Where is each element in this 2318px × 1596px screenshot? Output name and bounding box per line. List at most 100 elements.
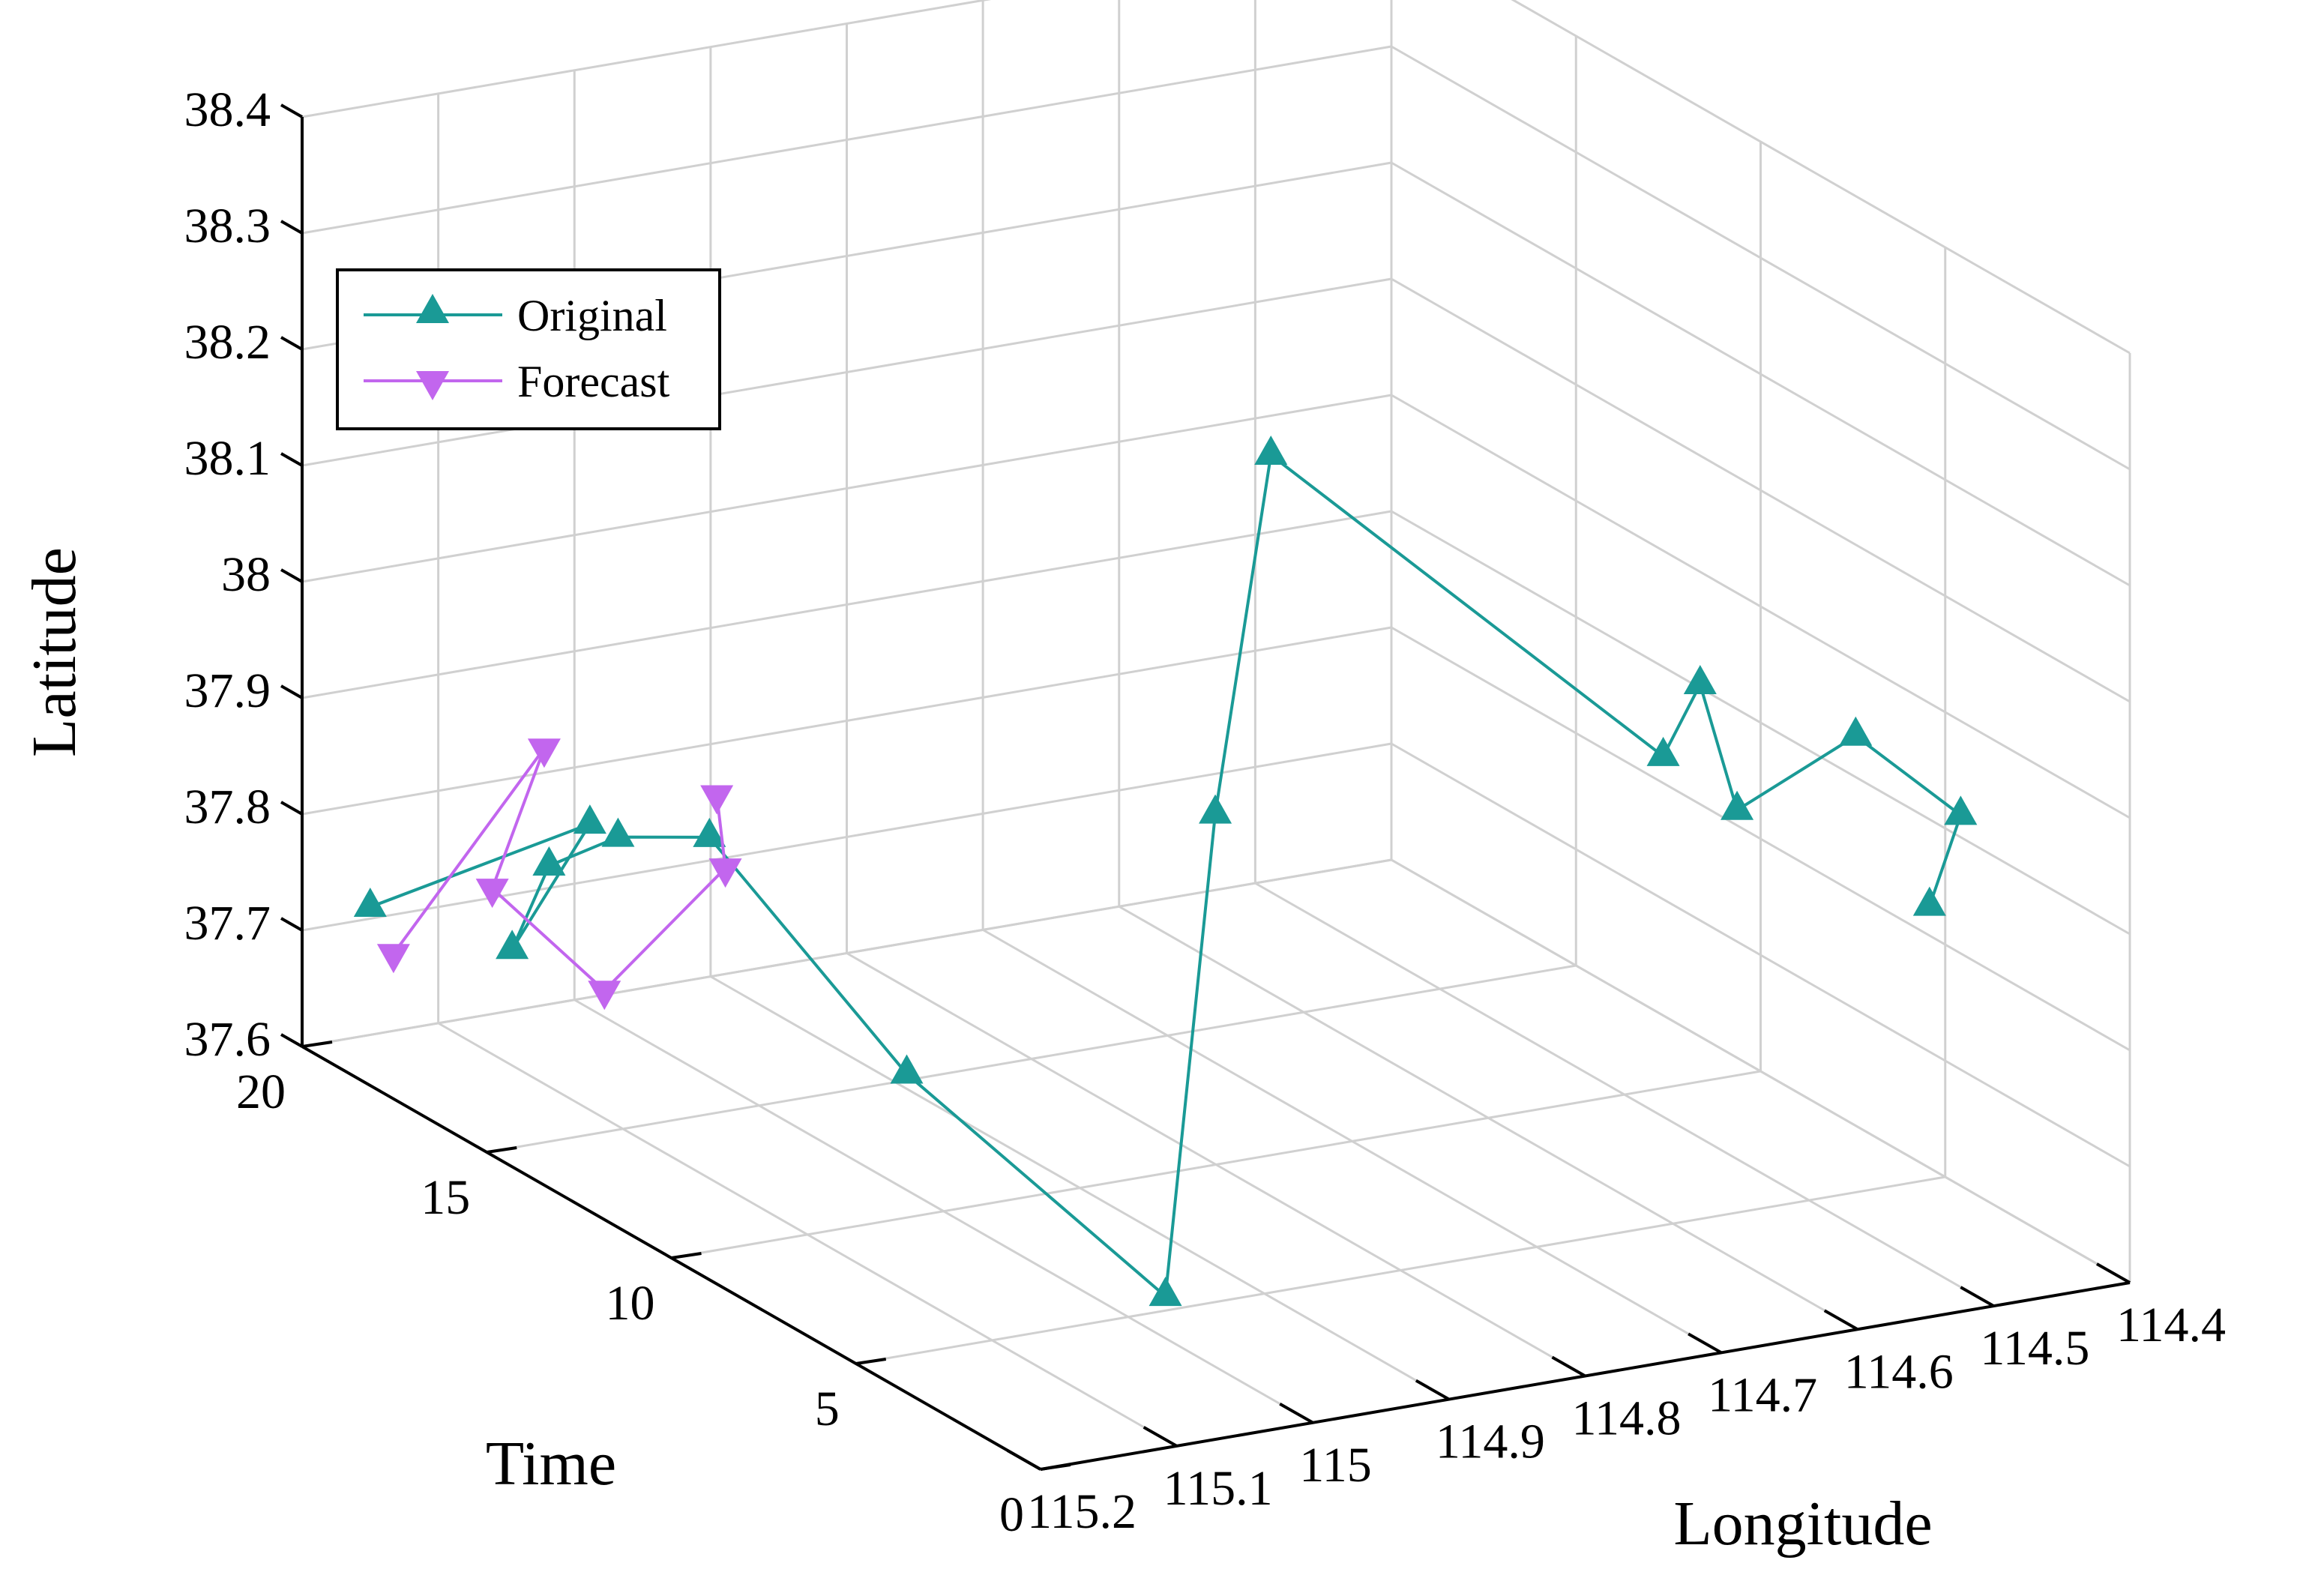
- grid-side-lat: [1391, 742, 2131, 1168]
- z-tick-label: 38: [221, 547, 271, 602]
- x-tick-label: 115.2: [1027, 1484, 1137, 1539]
- original-marker: [1149, 1277, 1182, 1307]
- x-tick-mark: [2096, 1262, 2131, 1284]
- y-tick-mark: [301, 1041, 333, 1048]
- y-tick-label: 15: [421, 1170, 470, 1225]
- grid-back-lat: [301, 626, 1392, 816]
- z-tick-label: 37.8: [184, 780, 271, 834]
- grid-back-lat: [301, 0, 992, 118]
- grid-back-lat: [301, 742, 1392, 932]
- z-tick-mark: [280, 1033, 303, 1048]
- original-marker: [601, 817, 635, 847]
- x-tick-mark: [1823, 1309, 1858, 1331]
- original-marker: [1721, 790, 1754, 820]
- x-tick-label: 114.4: [2116, 1298, 2226, 1352]
- x-tick-label: 114.8: [1572, 1391, 1682, 1446]
- grid-back-lat: [301, 45, 1392, 235]
- y-tick-mark: [486, 1146, 517, 1154]
- ticks: 115.2 115.1 115 114.9 114.8 114.7 114.6 114.5 11…: [184, 82, 2227, 1542]
- original-marker: [353, 887, 387, 917]
- forecast-marker: [708, 858, 742, 888]
- x-tick-label: 114.5: [1980, 1321, 2089, 1376]
- z-tick-label: 37.9: [184, 663, 271, 718]
- z-tick-label: 38.4: [184, 82, 271, 137]
- z-axis-label: Latitude: [19, 547, 89, 757]
- legend-forecast-marker: [416, 371, 449, 400]
- z-tick-label: 38.3: [184, 199, 271, 253]
- z-tick-mark: [280, 801, 303, 816]
- grid-back-lat: [301, 858, 1392, 1048]
- x-tick-label: 115.1: [1163, 1461, 1273, 1516]
- original-marker: [1646, 736, 1680, 766]
- grid-floor-time: [486, 964, 1577, 1154]
- legend-box: [336, 268, 721, 430]
- original-marker: [1199, 794, 1232, 824]
- grid-side-lat: [1391, 626, 2131, 1052]
- z-tick-label: 37.6: [184, 1012, 271, 1067]
- grid-side-lat: [1391, 277, 2131, 703]
- forecast-line: [392, 747, 727, 993]
- original-marker: [693, 817, 726, 847]
- forecast-marker: [700, 785, 734, 815]
- legend-original-marker: [416, 294, 449, 323]
- original-marker: [496, 930, 529, 960]
- x-tick-label: 114.7: [1708, 1367, 1817, 1422]
- grid-back-lat: [301, 277, 1392, 467]
- original-marker: [890, 1054, 924, 1084]
- x-tick-mark: [1688, 1332, 1723, 1355]
- legend: Original Forecast: [336, 268, 721, 430]
- grid-side-lat: [1511, 0, 2131, 355]
- z-tick-mark: [280, 452, 303, 467]
- x-tick-label: 114.9: [1436, 1415, 1545, 1469]
- original-marker: [1944, 795, 1978, 825]
- legend-forecast-label: Forecast: [517, 357, 670, 406]
- z-tick-mark: [280, 684, 303, 699]
- original-line: [370, 454, 1963, 1298]
- x-tick-mark: [1007, 1449, 1041, 1471]
- x-tick-label: 115: [1299, 1438, 1372, 1493]
- z-tick-label: 38.2: [184, 315, 271, 370]
- forecast-marker: [527, 738, 561, 768]
- grid-side-lat: [1391, 45, 2131, 471]
- z-tick-mark: [280, 220, 303, 235]
- z-tick-label: 37.7: [184, 896, 271, 951]
- y-tick-label: 5: [815, 1382, 840, 1436]
- x-tick-mark: [1143, 1426, 1178, 1448]
- forecast-marker: [475, 879, 509, 909]
- grid-floor-time: [855, 1175, 1946, 1365]
- x-tick-mark: [1279, 1403, 1314, 1424]
- x-tick-label: 114.6: [1844, 1344, 1954, 1399]
- original-marker: [573, 804, 606, 834]
- grid-side-lat: [1391, 161, 2131, 587]
- z-tick-mark: [280, 568, 303, 583]
- x-tick-mark: [1415, 1379, 1450, 1401]
- legend-original-label: Original: [517, 291, 667, 340]
- x-tick-mark: [1551, 1355, 1586, 1378]
- original-marker: [1839, 716, 1873, 746]
- z-tick-mark: [280, 917, 303, 932]
- y-tick-label: 0: [999, 1487, 1024, 1542]
- grid-floor-time: [671, 1070, 1761, 1259]
- grid-side-lat: [1391, 394, 2131, 819]
- forecast-marker: [376, 944, 410, 974]
- forecast-marker: [588, 981, 621, 1011]
- z-tick-mark: [280, 336, 303, 351]
- y-tick-mark: [671, 1252, 702, 1259]
- grid-back-lat: [301, 510, 1392, 699]
- grid-back-lat: [301, 394, 1392, 583]
- z-tick-mark: [280, 103, 303, 118]
- original-marker: [1683, 665, 1717, 695]
- grid-side-lat: [1391, 858, 2131, 1284]
- x-tick-mark: [1960, 1286, 1995, 1307]
- original-marker: [532, 846, 566, 876]
- data-series: [353, 436, 1978, 1307]
- grid-lines: [301, 0, 2131, 1471]
- original-marker: [1254, 436, 1288, 466]
- y-axis-label: Time: [486, 1429, 616, 1499]
- y-tick-label: 20: [236, 1064, 286, 1119]
- y-tick-mark: [855, 1358, 887, 1365]
- y-tick-label: 10: [606, 1276, 655, 1331]
- z-tick-label: 38.1: [184, 431, 271, 486]
- y-tick-mark: [1040, 1463, 1071, 1471]
